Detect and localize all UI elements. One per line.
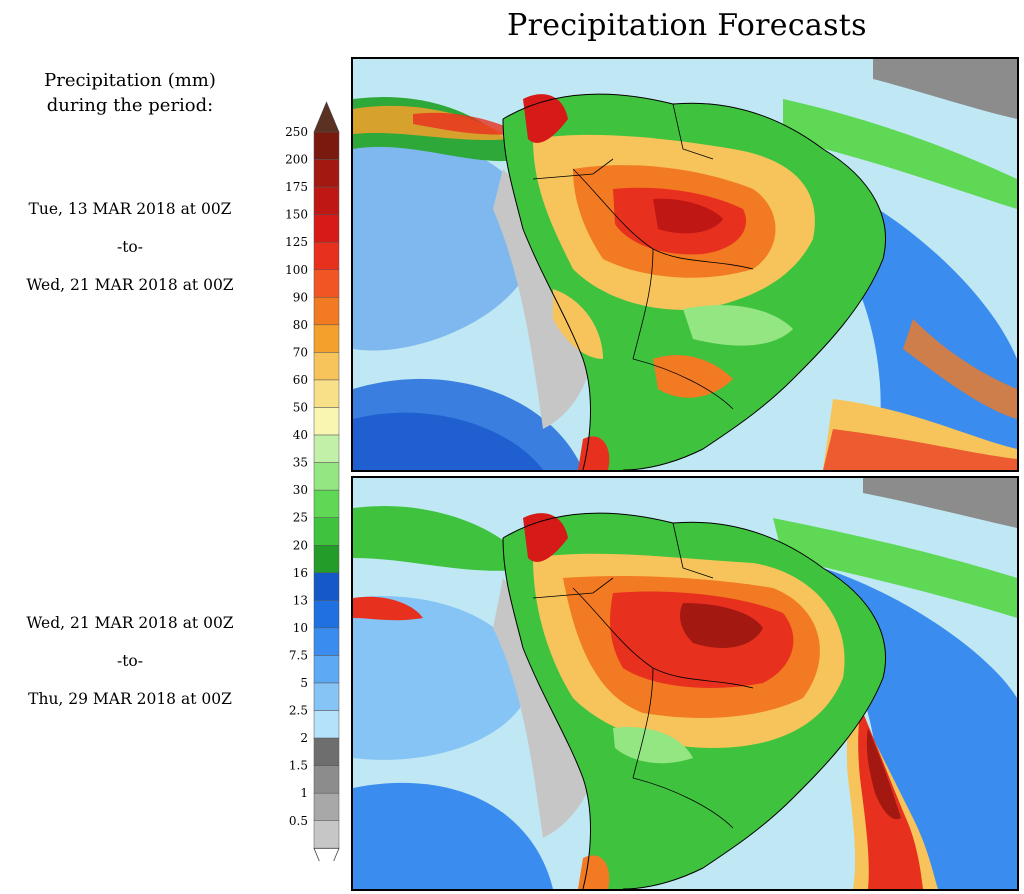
legend-title-line2: during the period:	[46, 95, 214, 116]
scale-tick-label: 30	[293, 483, 308, 497]
scale-tick-label: 80	[293, 318, 308, 332]
precipitation-color-scale: 2502001751501251009080706050403530252016…	[285, 101, 340, 861]
period-1-start: Tue, 13 MAR 2018 at 00Z	[28, 200, 232, 218]
period-2-end: Thu, 29 MAR 2018 at 00Z	[28, 690, 232, 708]
scale-color-box	[313, 682, 340, 711]
map-canvas-1	[353, 59, 1017, 470]
scale-color-box	[313, 159, 340, 188]
scale-color-box	[313, 241, 340, 270]
scale-color-box	[313, 324, 340, 353]
period-2-label: Wed, 21 MAR 2018 at 00Z -to- Thu, 29 MAR…	[8, 614, 252, 714]
scale-tick-label: 40	[293, 428, 308, 442]
scale-tick-label: 35	[293, 456, 308, 470]
scale-tick-label: 175	[285, 180, 308, 194]
scale-bottom-arrow	[313, 847, 340, 861]
scale-color-box	[313, 214, 340, 243]
scale-tick-label: 2	[300, 731, 308, 745]
scale-tick-label: 50	[293, 401, 308, 415]
scale-tick-label: 150	[285, 208, 308, 222]
scale-color-box	[313, 462, 340, 491]
legend-title-line1: Precipitation (mm)	[44, 70, 216, 91]
forecast-map-period-2	[351, 476, 1019, 891]
scale-color-box	[313, 572, 340, 601]
scale-color-box	[313, 352, 340, 381]
scale-top-arrow	[313, 101, 340, 133]
scale-color-box	[313, 545, 340, 574]
scale-color-box	[313, 820, 340, 849]
forecast-map-period-1	[351, 57, 1019, 472]
page-title: Precipitation Forecasts	[507, 8, 867, 43]
scale-tick-label: 70	[293, 345, 308, 359]
scale-tick-label: 125	[285, 235, 308, 249]
scale-color-box	[313, 627, 340, 656]
scale-color-box	[313, 600, 340, 629]
scale-color-box	[313, 297, 340, 326]
period-1-end: Wed, 21 MAR 2018 at 00Z	[26, 276, 234, 294]
scale-tick-label: 13	[293, 593, 308, 607]
scale-tick-label: 1	[300, 786, 308, 800]
scale-color-box	[313, 655, 340, 684]
scale-tick-label: 0.5	[289, 814, 308, 828]
scale-color-box	[313, 269, 340, 298]
scale-color-box	[313, 737, 340, 766]
scale-color-box	[313, 379, 340, 408]
scale-color-box	[313, 131, 340, 160]
scale-tick-label: 16	[293, 566, 308, 580]
scale-color-box	[313, 489, 340, 518]
scale-color-box	[313, 710, 340, 739]
scale-color-box	[313, 434, 340, 463]
scale-color-box	[313, 186, 340, 215]
scale-tick-label: 25	[293, 511, 308, 525]
period-1-label: Tue, 13 MAR 2018 at 00Z -to- Wed, 21 MAR…	[8, 200, 252, 300]
legend-title: Precipitation (mm) during the period:	[10, 68, 250, 118]
scale-tick-label: 2.5	[289, 704, 308, 718]
scale-tick-label: 10	[293, 621, 308, 635]
scale-tick-label: 60	[293, 373, 308, 387]
scale-tick-label: 100	[285, 263, 308, 277]
period-1-to: -to-	[116, 238, 144, 256]
scale-tick-label: 20	[293, 538, 308, 552]
period-2-start: Wed, 21 MAR 2018 at 00Z	[26, 614, 234, 632]
scale-tick-label: 1.5	[289, 759, 308, 773]
scale-tick-label: 5	[300, 676, 308, 690]
scale-tick-label: 7.5	[289, 648, 308, 662]
scale-tick-label: 90	[293, 290, 308, 304]
scale-color-box	[313, 765, 340, 794]
scale-tick-label: 200	[285, 153, 308, 167]
map-canvas-2	[353, 478, 1017, 889]
scale-color-box	[313, 517, 340, 546]
scale-tick-label: 250	[285, 125, 308, 139]
scale-color-box	[313, 792, 340, 822]
period-2-to: -to-	[116, 652, 144, 670]
scale-color-box	[313, 407, 340, 436]
